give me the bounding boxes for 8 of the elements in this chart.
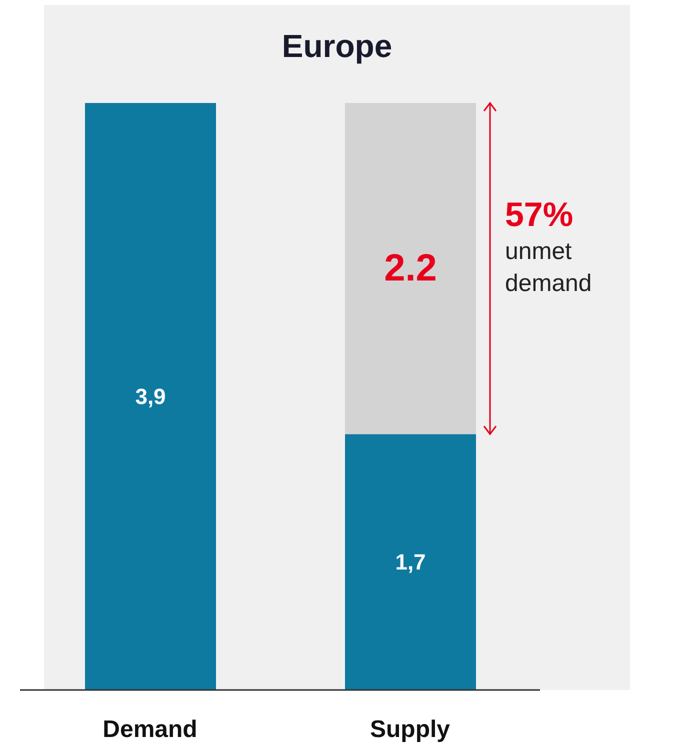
x-tick-label: Demand — [102, 716, 198, 744]
chart-title: Europe — [280, 28, 394, 65]
data-label: 3,9 — [135, 384, 166, 409]
annotation: 57% — [505, 194, 574, 236]
data-label: 2.2 — [384, 248, 437, 290]
data-label: 1,7 — [395, 550, 426, 575]
annotation: unmet demand — [505, 236, 593, 299]
x-tick-label: Supply — [370, 716, 451, 744]
